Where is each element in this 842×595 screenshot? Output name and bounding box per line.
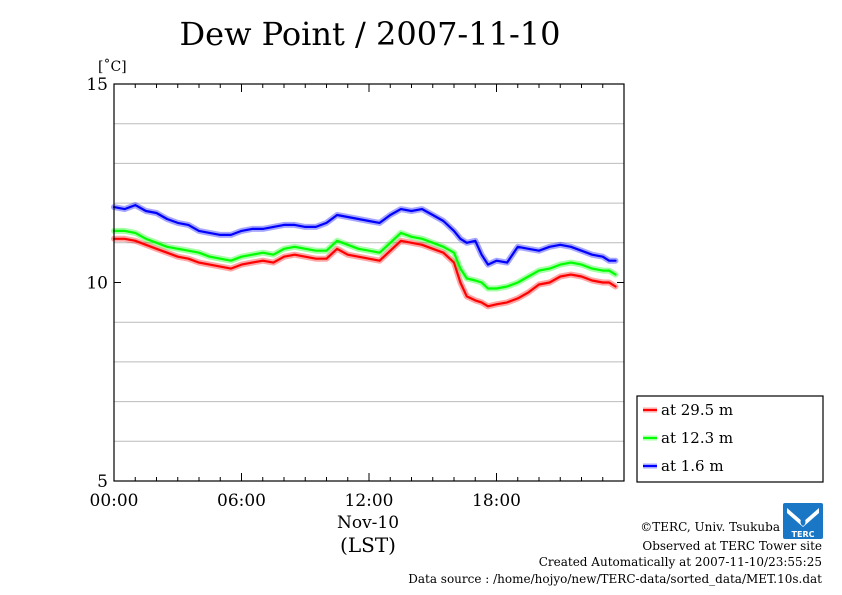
x-tick-label: 06:00 bbox=[217, 491, 266, 511]
chart-title: Dew Point / 2007-11-10 bbox=[180, 15, 561, 53]
x-tick-label: 12:00 bbox=[345, 491, 394, 511]
x-tick-label: 18:00 bbox=[472, 491, 521, 511]
y-axis-ticks: 5 10 15 bbox=[86, 75, 624, 492]
logo-text: TERC bbox=[792, 530, 815, 539]
legend-box bbox=[636, 395, 824, 483]
plot-series bbox=[111, 202, 619, 310]
footer-observed: Observed at TERC Tower site bbox=[642, 539, 822, 553]
logo-drop-icon bbox=[800, 516, 806, 526]
legend: at 29.5 m at 12.3 m at 1.6 m bbox=[636, 395, 824, 483]
footer-source: Data source : /home/hojyo/new/TERC-data/… bbox=[408, 572, 822, 586]
y-tick-label: 5 bbox=[97, 472, 108, 492]
series-line-0 bbox=[112, 237, 617, 308]
y-tick-label: 10 bbox=[86, 274, 108, 294]
legend-label: at 29.5 m bbox=[661, 401, 733, 419]
footer-credit: ©TERC, Univ. Tsukuba bbox=[640, 520, 780, 534]
x-axis-date-label: Nov-10 bbox=[337, 513, 399, 533]
footer-created: Created Automatically at 2007-11-10/23:5… bbox=[539, 555, 822, 569]
legend-label: at 12.3 m bbox=[661, 429, 733, 447]
x-axis-label: (LST) bbox=[340, 533, 396, 557]
y-axis-unit-label: [˚C] bbox=[98, 58, 127, 75]
x-axis-ticks: 00:00 06:00 12:00 18:00 bbox=[90, 84, 625, 511]
series-line-2 bbox=[112, 204, 617, 266]
grid-lines bbox=[114, 123, 624, 442]
y-tick-label: 15 bbox=[86, 75, 108, 95]
terc-logo: TERC bbox=[783, 503, 823, 539]
series-line-1 bbox=[112, 229, 617, 290]
legend-label: at 1.6 m bbox=[661, 457, 724, 475]
x-tick-label: 00:00 bbox=[90, 491, 139, 511]
